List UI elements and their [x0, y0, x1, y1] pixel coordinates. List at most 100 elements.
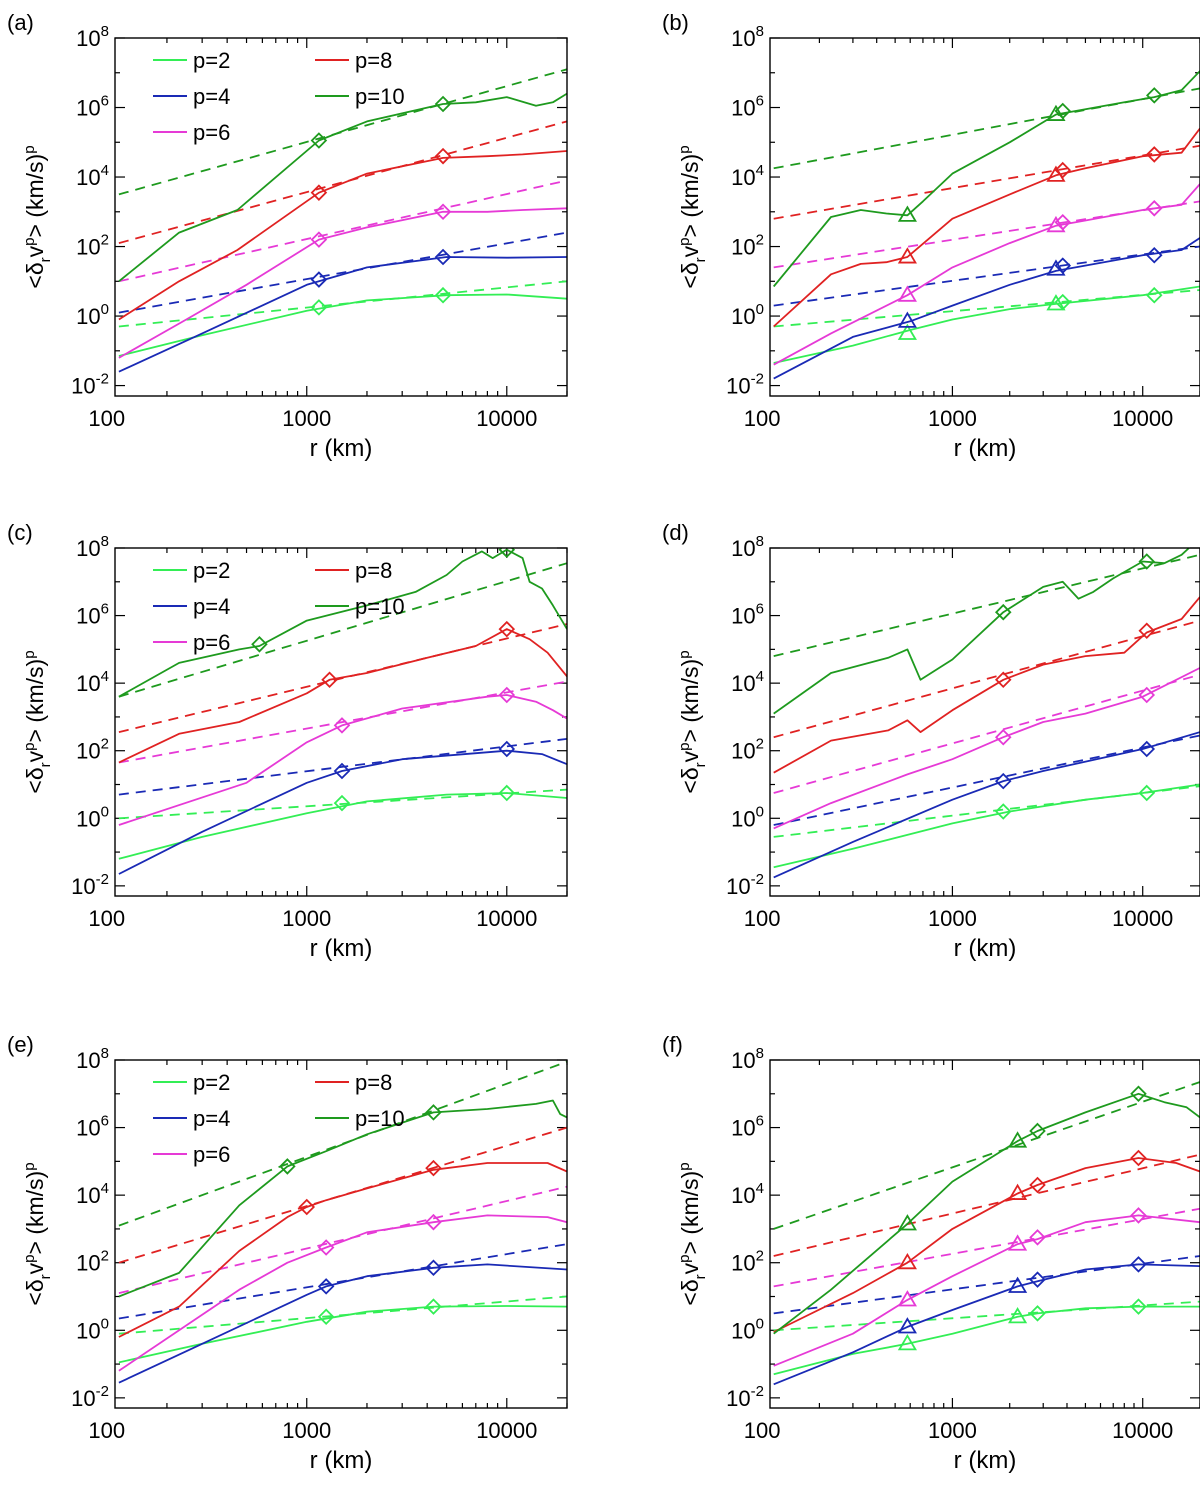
plot-area	[118, 1060, 567, 1384]
solid-data-line	[118, 1214, 567, 1372]
axis-ticks	[115, 547, 568, 896]
diamond-marker	[498, 620, 516, 638]
solid-data-line	[118, 92, 567, 282]
plot-area	[773, 70, 1200, 380]
series-p6	[773, 667, 1200, 830]
series-p4	[118, 1243, 567, 1384]
diamond-marker	[310, 271, 328, 288]
legend-label: p=4	[193, 1106, 230, 1131]
diamond-marker	[1029, 1176, 1046, 1194]
y-tick-label: 104	[731, 1180, 764, 1208]
triangle-marker	[897, 1252, 917, 1270]
legend: p=2 p=8 p=4 p=10 p=6	[153, 48, 405, 145]
diamond-marker	[1029, 1122, 1046, 1140]
panel-c: (c) 100 1000 10000 10-2 100 102 104 106 108 r (km)…	[7, 520, 568, 962]
y-tick-label: 108	[731, 23, 764, 51]
dashed-fit-line	[118, 179, 567, 283]
y-tick-label: 106	[76, 1113, 109, 1141]
solid-data-line	[773, 667, 1200, 830]
y-axis-label: <δrvp> (km/s)p	[676, 650, 709, 793]
diamond-marker	[1145, 286, 1163, 304]
dashed-fit-line	[773, 553, 1200, 657]
solid-data-line	[773, 183, 1200, 366]
legend-label: p=2	[193, 1070, 230, 1095]
diamond-marker	[310, 231, 328, 248]
diamond-marker	[1145, 246, 1163, 264]
dashed-fit-line	[773, 673, 1200, 794]
solid-data-line	[118, 1263, 567, 1384]
y-tick-label: 106	[731, 601, 764, 629]
y-tick-label: 10-2	[726, 871, 764, 899]
x-tick-label: 1000	[282, 406, 331, 431]
panel-label: (a)	[7, 10, 34, 35]
triangle-marker	[1046, 215, 1066, 233]
legend: p=2 p=8 p=4 p=10 p=6	[153, 558, 405, 655]
series-p8	[118, 120, 567, 321]
solid-data-line	[118, 1099, 567, 1298]
y-tick-label: 104	[76, 1180, 109, 1208]
diamond-marker	[317, 1308, 335, 1326]
axis-ticks	[770, 547, 1200, 896]
triangle-marker	[1008, 1307, 1028, 1324]
diamond-marker	[279, 1158, 296, 1175]
panel-label: (f)	[662, 1032, 683, 1057]
diamond-marker	[498, 548, 516, 558]
panel-label: (c)	[7, 520, 33, 545]
y-tick-label: 100	[731, 301, 764, 329]
solid-data-line	[118, 150, 567, 321]
triangle-marker	[1046, 259, 1066, 276]
axis-ticks	[770, 1059, 1200, 1408]
legend-label: p=10	[355, 84, 405, 109]
panel-e: (e) 100 1000 10000 10-2 100 102 104 106 108 r (km)…	[7, 1032, 568, 1474]
y-tick-label: 10-2	[71, 371, 109, 399]
plot-area	[118, 548, 567, 875]
y-tick-label: 100	[731, 1315, 764, 1343]
y-tick-label: 106	[731, 1113, 764, 1141]
diamond-marker	[1145, 200, 1163, 217]
diamond-marker	[333, 717, 351, 734]
solid-data-line	[773, 1157, 1200, 1333]
panel-b: (b) 100 1000 10000 10-2 100 102 104 106 108 r (km)…	[662, 10, 1200, 462]
x-tick-label: 10000	[1112, 406, 1173, 431]
y-tick-label: 102	[76, 736, 109, 764]
dashed-fit-line	[118, 738, 567, 796]
legend-label: p=8	[355, 48, 392, 73]
y-axis-label: <δrvp> (km/s)p	[21, 145, 54, 288]
x-tick-label: 10000	[476, 406, 537, 431]
legend: p=2 p=8 p=4 p=10 p=6	[153, 1070, 405, 1167]
dashed-fit-line	[773, 1081, 1200, 1230]
triangle-marker	[1008, 1234, 1028, 1251]
triangle-marker	[1008, 1183, 1028, 1200]
x-axis-label: r (km)	[310, 935, 373, 962]
panel-f: (f) 100 1000 10000 10-2 100 102 104 106 108 r (km)…	[662, 1032, 1200, 1474]
diamond-marker	[321, 671, 338, 689]
legend-label: p=4	[193, 594, 230, 619]
x-axis-label: r (km)	[954, 1447, 1017, 1474]
diamond-marker	[425, 1159, 442, 1177]
x-tick-label: 1000	[928, 1418, 977, 1443]
diamond-marker	[1138, 553, 1156, 570]
dashed-fit-line	[118, 680, 567, 764]
series-p6	[118, 179, 567, 359]
legend-label: p=2	[193, 558, 230, 583]
dashed-fit-line	[773, 144, 1200, 220]
y-axis-label: <δrvp> (km/s)p	[21, 650, 54, 793]
series-p6	[773, 183, 1200, 366]
solid-data-line	[773, 731, 1200, 879]
plot-frame	[769, 547, 1200, 897]
x-tick-label: 10000	[1112, 1418, 1173, 1443]
diamond-marker	[251, 636, 268, 653]
solid-data-line	[118, 792, 567, 860]
plot-area	[118, 68, 567, 373]
solid-data-line	[773, 1305, 1200, 1376]
series-p6	[773, 1207, 1200, 1367]
plot-frame	[114, 547, 568, 897]
legend-label: p=6	[193, 630, 230, 655]
solid-data-line	[773, 285, 1200, 364]
panel-label: (b)	[662, 10, 689, 35]
diamond-marker	[498, 784, 516, 802]
y-tick-label: 100	[731, 803, 764, 831]
y-tick-label: 108	[731, 1045, 764, 1073]
solid-data-line	[773, 237, 1200, 380]
